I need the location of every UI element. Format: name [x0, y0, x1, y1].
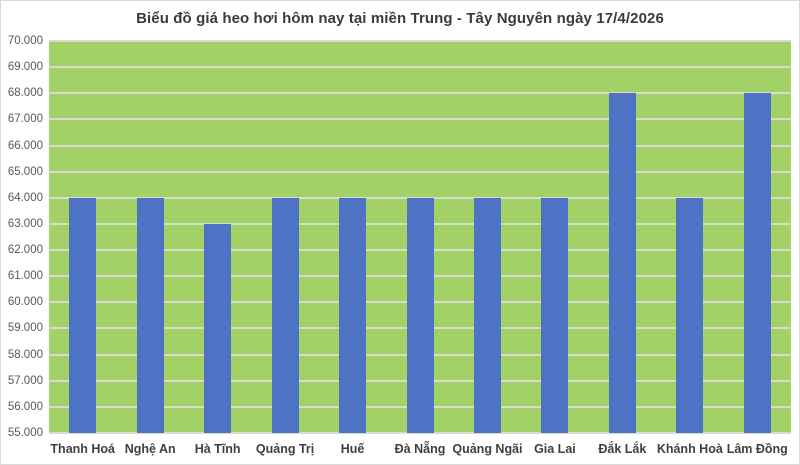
y-tick-label: 59.000 [7, 322, 43, 335]
y-tick-label: 61.000 [7, 270, 43, 283]
x-category-label: Gia Lai [534, 442, 576, 456]
bar-Đà Nẵng [406, 197, 434, 433]
y-tick-label: 55.000 [7, 427, 43, 439]
gridline [49, 118, 791, 121]
x-category-label: Quảng Ngãi [452, 442, 523, 456]
bar-Huế [339, 197, 367, 433]
y-tick-label: 63.000 [7, 217, 43, 230]
y-tick-label: 69.000 [7, 61, 43, 74]
bar-Lâm Đồng [743, 93, 771, 433]
y-tick-label: 58.000 [7, 348, 43, 361]
x-category-label: Lâm Đồng [726, 442, 788, 456]
bar-Nghệ An [136, 197, 164, 433]
y-tick-label: 68.000 [7, 87, 43, 100]
y-tick-label: 70.000 [7, 35, 43, 47]
gridline [49, 40, 791, 42]
y-tick-label: 66.000 [7, 139, 43, 152]
gridline [49, 170, 791, 173]
x-category-label: Hà Tĩnh [194, 442, 241, 456]
y-tick-label: 60.000 [7, 296, 43, 309]
bar-Quảng Trị [271, 197, 299, 433]
y-tick-label: 64.000 [7, 191, 43, 204]
y-tick-label: 65.000 [7, 165, 43, 178]
plot-area [49, 40, 791, 434]
gridline [49, 432, 791, 434]
gridline [49, 144, 791, 147]
bar-Đắk Lắk [608, 93, 636, 433]
bar-Hà Tĩnh [204, 223, 232, 433]
bar-Khánh Hoà [676, 197, 704, 433]
bar-Gia Lai [541, 197, 569, 433]
y-tick-label: 57.000 [7, 374, 43, 387]
x-category-label: Huế [340, 442, 365, 456]
bar-Thanh Hoá [69, 197, 97, 433]
x-category-label: Nghệ An [124, 442, 176, 456]
gridline [49, 92, 791, 95]
y-tick-label: 67.000 [7, 113, 43, 126]
x-category-label: Khánh Hoà [656, 442, 723, 456]
y-tick-label: 56.000 [7, 400, 43, 413]
bar-Quảng Ngãi [473, 197, 501, 433]
x-category-label: Đắk Lắk [598, 442, 647, 456]
chart-title: Biểu đồ giá heo hơi hôm nay tại miền Tru… [136, 10, 664, 27]
x-category-label: Đà Nẵng [394, 442, 446, 456]
y-tick-label: 62.000 [7, 244, 43, 257]
x-category-label: Quảng Trị [255, 442, 315, 456]
gridline [49, 66, 791, 69]
x-category-label: Thanh Hoá [50, 442, 116, 456]
